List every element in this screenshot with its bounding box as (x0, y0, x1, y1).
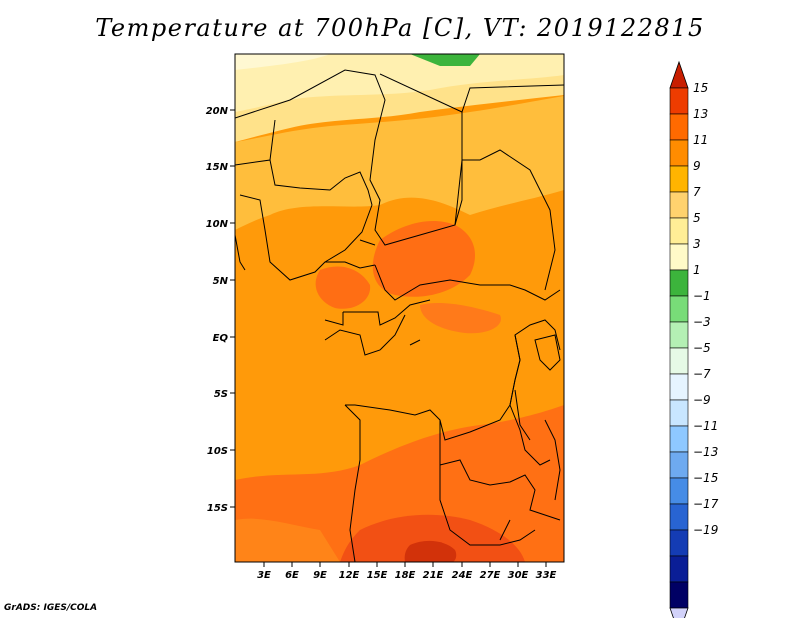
longitude-axis: 3E 6E 9E 12E 15E 18E 21E 24E 27E 30E 33E (257, 562, 557, 581)
lat-label-15s: 15S (207, 503, 228, 514)
lat-label-10s: 10S (207, 446, 228, 457)
colorbar-segment (669, 217, 689, 245)
colorbar-label-m1: −1 (693, 289, 711, 303)
map-title: Temperature at 700hPa [C], VT: 201912281… (95, 14, 705, 42)
lon-label-15e: 15E (367, 570, 388, 581)
colorbar-segment (669, 191, 689, 219)
lon-label-3e: 3E (257, 570, 271, 581)
lat-label-10n: 10N (206, 219, 229, 230)
colorbar-segment (669, 113, 689, 141)
colorbar-label-m9: −9 (693, 393, 711, 407)
map-frame (234, 53, 565, 563)
colorbar-label-m17: −17 (693, 497, 719, 511)
lon-label-24e: 24E (452, 570, 473, 581)
lon-label-18e: 18E (395, 570, 416, 581)
colorbar-label-m11: −11 (693, 419, 718, 433)
lat-label-5n: 5N (213, 276, 229, 287)
colorbar-segment (669, 321, 689, 349)
lon-label-27e: 27E (480, 570, 501, 581)
colorbar-segment (669, 581, 689, 609)
colorbar-label-7: 7 (693, 185, 701, 199)
country-borders (235, 69, 564, 562)
colorbar-label-m5: −5 (693, 341, 711, 355)
colorbar-segment (669, 425, 689, 453)
grads-credit: GrADS: IGES/COLA (4, 603, 98, 613)
colorbar-top-arrow (669, 60, 689, 89)
lon-label-21e: 21E (423, 570, 444, 581)
colorbar-segment (669, 165, 689, 193)
lat-label-eq: EQ (213, 333, 229, 344)
colorbar-segment (669, 399, 689, 427)
colorbar-label-13: 13 (693, 107, 708, 121)
colorbar-label-3: 3 (693, 237, 701, 251)
lon-label-9e: 9E (313, 570, 327, 581)
colorbar-label-11: 11 (693, 133, 708, 147)
colorbar-labels: 15 13 11 9 7 5 3 1 −1 −3 −5 −7 −9 −11 −1… (693, 81, 719, 537)
colorbar (669, 60, 689, 618)
colorbar-label-15: 15 (693, 81, 708, 95)
colorbar-segment (669, 477, 689, 505)
lat-label-5s: 5S (214, 389, 228, 400)
lon-label-33e: 33E (536, 570, 557, 581)
colorbar-segment (669, 139, 689, 167)
colorbar-label-5: 5 (693, 211, 701, 225)
colorbar-segment (669, 373, 689, 401)
colorbar-label-m19: −19 (693, 523, 718, 537)
colorbar-label-m3: −3 (693, 315, 711, 329)
colorbar-segment (669, 503, 689, 531)
lon-label-12e: 12E (339, 570, 360, 581)
colorbar-segment (669, 243, 689, 271)
colorbar-segment (669, 347, 689, 375)
colorbar-bottom-arrow (669, 607, 689, 618)
colorbar-segment (669, 555, 689, 583)
colorbar-segment (669, 269, 689, 297)
lat-label-15n: 15N (206, 162, 229, 173)
colorbar-segment (669, 87, 689, 115)
colorbar-label-m7: −7 (693, 367, 711, 381)
lon-label-30e: 30E (508, 570, 529, 581)
colorbar-segment (669, 451, 689, 479)
latitude-axis: 20N 15N 10N 5N EQ 5S 10S 15S (206, 106, 235, 514)
colorbar-segment (669, 295, 689, 323)
temperature-field (235, 54, 564, 562)
colorbar-label-m13: −13 (693, 445, 718, 459)
colorbar-label-1: 1 (693, 263, 701, 277)
colorbar-segment (669, 529, 689, 557)
lat-label-20n: 20N (206, 106, 229, 117)
lon-label-6e: 6E (285, 570, 299, 581)
colorbar-label-m15: −15 (693, 471, 718, 485)
colorbar-label-9: 9 (693, 159, 701, 173)
